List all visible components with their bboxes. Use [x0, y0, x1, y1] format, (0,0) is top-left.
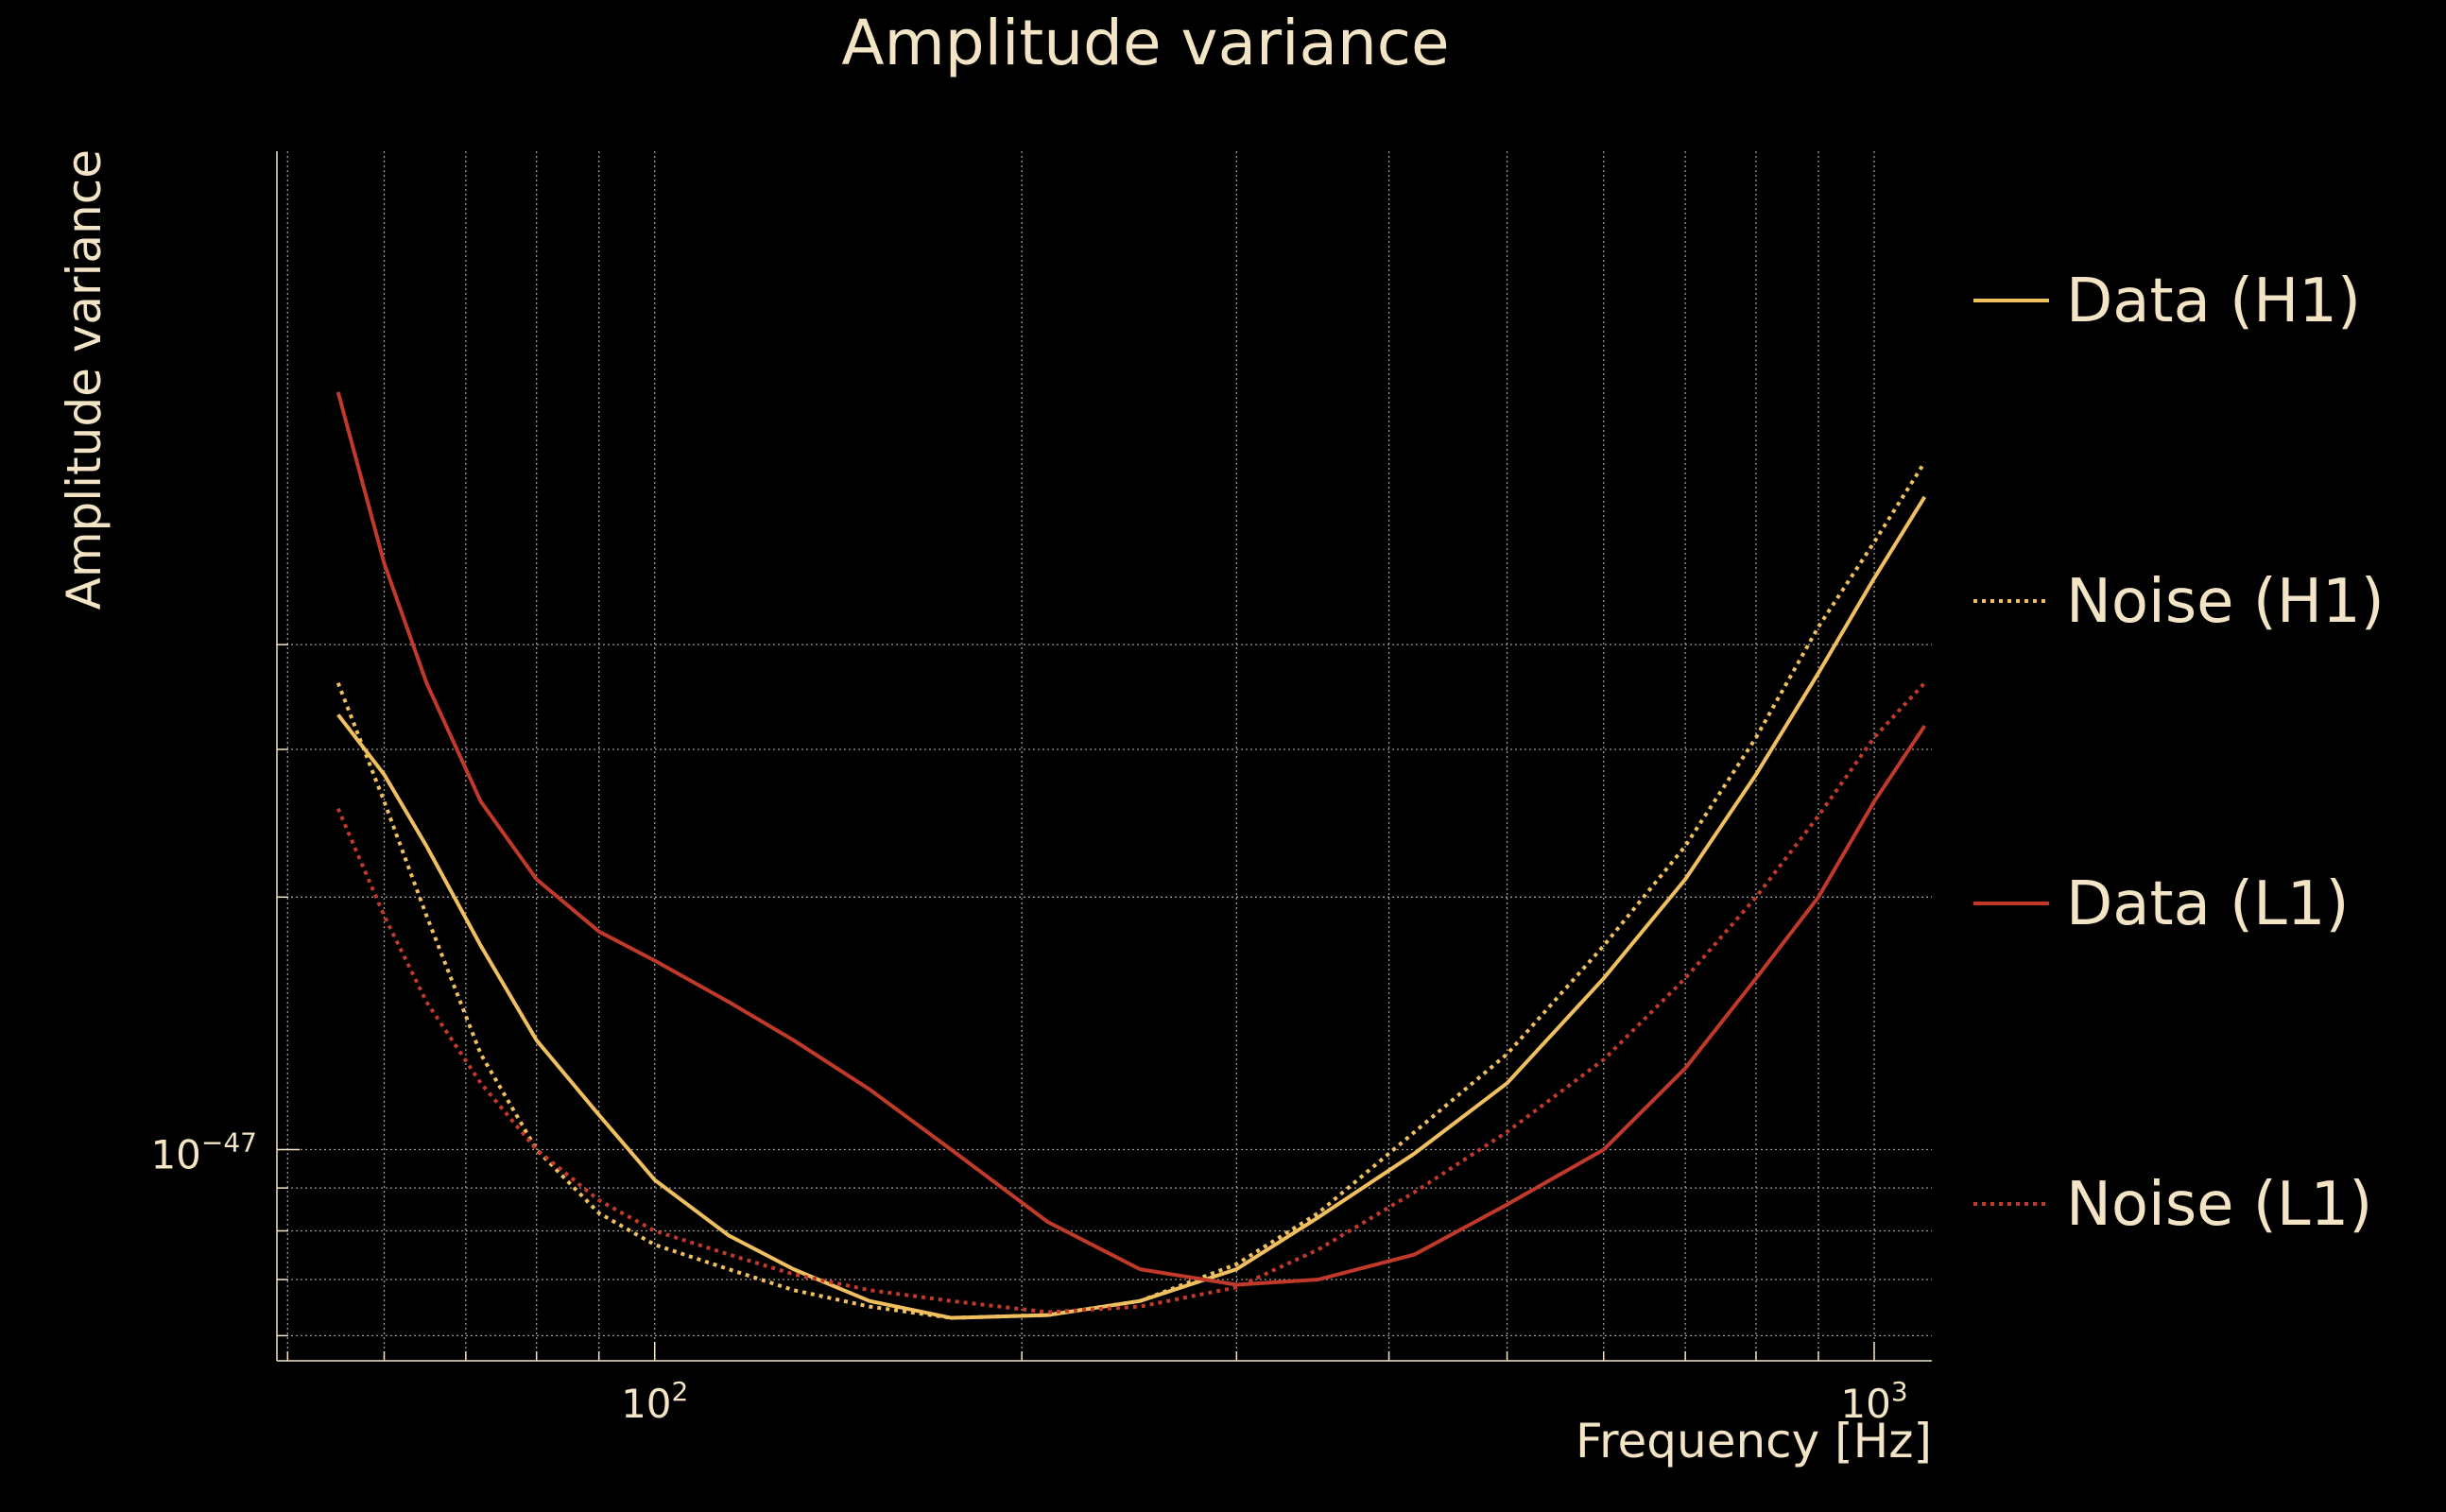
legend-label-noise-h1: Noise (H1): [2066, 567, 2385, 637]
x-tick-label: 102: [621, 1376, 688, 1427]
legend-label-noise-l1: Noise (L1): [2066, 1170, 2372, 1240]
grid: [277, 151, 1932, 1361]
legend: Data (H1) Noise (H1) Data (L1) Noise (L1): [1973, 266, 2385, 1240]
series-data-l1: [336, 391, 1927, 1287]
y-axis-label: Amplitude variance: [57, 149, 112, 610]
series-data-h1: [336, 495, 1927, 1320]
chart-title: Amplitude variance: [841, 7, 1449, 79]
plot-series: [336, 391, 1927, 1320]
axes: 102 103 10−47: [150, 151, 1932, 1427]
legend-label-data-h1: Data (H1): [2066, 266, 2361, 336]
x-axis-label: Frequency [Hz]: [1576, 1414, 1932, 1469]
x-tick-label: 103: [1840, 1376, 1907, 1427]
legend-label-data-l1: Data (L1): [2066, 869, 2349, 939]
series-noise-h1: [336, 461, 1927, 1320]
y-tick-label: 10−47: [150, 1126, 257, 1177]
series-noise-l1: [336, 681, 1926, 1314]
